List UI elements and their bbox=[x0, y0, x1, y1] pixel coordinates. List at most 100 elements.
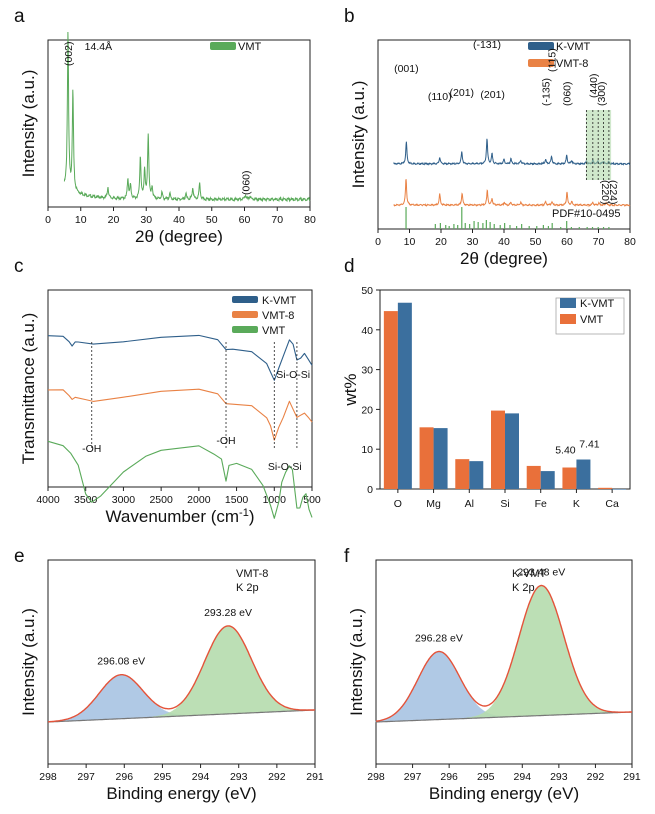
x-tick-label: 298 bbox=[367, 771, 385, 783]
band-annotation: -OH bbox=[216, 435, 235, 447]
fitted-peak-2 bbox=[152, 625, 304, 718]
x-tick-label: 1000 bbox=[263, 494, 287, 506]
peak-annotation: (110) bbox=[428, 91, 452, 103]
x-tick-label: 4000 bbox=[36, 494, 60, 506]
x-tick-label: 2000 bbox=[187, 494, 211, 506]
x-tick-label: Fe bbox=[535, 498, 547, 510]
y-tick-label: 0 bbox=[367, 484, 373, 496]
bar-data-label: 7.41 bbox=[579, 439, 600, 451]
peak-annotation: (002) bbox=[63, 41, 75, 66]
series-line-vmt bbox=[63, 31, 311, 203]
envelope-line bbox=[48, 625, 315, 723]
bar-k-vmt-k bbox=[576, 459, 591, 489]
legend-swatch-vmt bbox=[232, 326, 258, 333]
x-tick-label: 291 bbox=[306, 771, 324, 783]
bar-vmt-ca bbox=[598, 487, 613, 489]
x-tick-label: 296 bbox=[440, 771, 458, 783]
plot-frame-a bbox=[47, 39, 311, 208]
peak-annotation: (300) bbox=[596, 81, 608, 106]
panel-label-c: c bbox=[14, 256, 24, 277]
panel-label-a: a bbox=[14, 6, 25, 27]
x-tick-label: 295 bbox=[477, 771, 495, 783]
x-tick-label: K bbox=[573, 498, 580, 510]
legend-label-vmt-8: VMT-8 bbox=[262, 310, 294, 322]
x-tick-label: 3000 bbox=[112, 494, 136, 506]
legend-label-vmt: VMT bbox=[238, 41, 262, 53]
legend-swatch-vmt bbox=[560, 314, 576, 324]
x-tick-label: 80 bbox=[304, 214, 316, 226]
panel-label-f: f bbox=[344, 546, 350, 567]
legend-swatch-k-vmt bbox=[560, 298, 576, 308]
x-tick-label: 296 bbox=[116, 771, 134, 783]
peak-position-label: 293.48 eV bbox=[517, 567, 565, 579]
y-axis-title: Transmittance (a.u.) bbox=[19, 313, 38, 464]
bar-vmt-al bbox=[455, 459, 470, 489]
x-tick-label: 0 bbox=[45, 214, 51, 226]
x-tick-label: 0 bbox=[375, 236, 381, 248]
bar-k-vmt-o bbox=[397, 302, 412, 489]
peak-annotation: (201) bbox=[450, 87, 475, 99]
legend-swatch-vmt-8 bbox=[232, 311, 258, 318]
highlight-region bbox=[585, 110, 612, 180]
legend-label-vmt: VMT bbox=[580, 314, 604, 326]
x-axis-title: Binding energy (eV) bbox=[429, 784, 579, 803]
y-tick-label: 30 bbox=[361, 365, 373, 377]
x-axis-title-sup: -1 bbox=[239, 507, 249, 519]
x-tick-label: 20 bbox=[108, 214, 120, 226]
peak-annotation: (220) bbox=[599, 180, 611, 205]
envelope-line bbox=[375, 584, 632, 722]
legend-text: K-VMT bbox=[512, 568, 547, 580]
legend-label-k-vmt: K-VMT bbox=[262, 295, 297, 307]
legend-swatch-k-vmt bbox=[232, 296, 258, 303]
bar-vmt-si bbox=[491, 410, 505, 489]
peak-annotation: (060) bbox=[562, 81, 574, 106]
legend-text: K 2p bbox=[512, 582, 535, 594]
x-tick-label: 298 bbox=[39, 771, 57, 783]
x-tick-label: 50 bbox=[530, 236, 542, 248]
x-tick-label: Al bbox=[465, 498, 474, 510]
legend-label-vmt-8: VMT-8 bbox=[556, 58, 588, 70]
y-axis-title: Intensity (a.u.) bbox=[347, 608, 366, 716]
plot-frame-f bbox=[375, 559, 633, 765]
x-tick-label: Mg bbox=[426, 498, 441, 510]
x-tick-label: 294 bbox=[514, 771, 532, 783]
x-tick-label: 1500 bbox=[225, 494, 249, 506]
series-line-vmt-8 bbox=[393, 179, 631, 208]
legend-swatch-vmt bbox=[210, 42, 236, 50]
x-tick-label: 295 bbox=[154, 771, 172, 783]
fitted-peak-2 bbox=[466, 585, 617, 719]
peak-annotation: (115) bbox=[547, 48, 559, 72]
peak-annotation: (440) bbox=[588, 73, 600, 98]
x-tick-label: 60 bbox=[561, 236, 573, 248]
background-line bbox=[48, 709, 315, 723]
background-line bbox=[376, 711, 632, 723]
legend-text: K 2p bbox=[236, 582, 259, 594]
y-axis-title: Intensity (a.u.) bbox=[19, 608, 38, 716]
band-annotation: Si-O-Si bbox=[268, 461, 302, 473]
peak-annotation: (-131) bbox=[473, 39, 501, 51]
legend-label-k-vmt: K-VMT bbox=[556, 41, 591, 53]
plot-frame-c bbox=[47, 289, 313, 488]
legend-label-vmt: VMT bbox=[262, 325, 286, 337]
y-axis-title: Intensity (a.u.) bbox=[19, 70, 38, 178]
x-tick-label: 292 bbox=[268, 771, 286, 783]
y-axis-title: Intensity (a.u.) bbox=[349, 81, 368, 189]
peak-annotation: (201) bbox=[480, 89, 505, 101]
bar-k-vmt-fe bbox=[540, 471, 555, 489]
x-tick-label: 60 bbox=[239, 214, 251, 226]
x-tick-label: 3500 bbox=[74, 494, 98, 506]
x-tick-label: 30 bbox=[467, 236, 479, 248]
peak-annotation: (-135) bbox=[541, 78, 553, 106]
x-axis-title: Binding energy (eV) bbox=[106, 784, 256, 803]
panel-label-d: d bbox=[344, 256, 355, 277]
bar-vmt-mg bbox=[419, 427, 434, 489]
x-tick-label: 40 bbox=[173, 214, 185, 226]
x-tick-label: 292 bbox=[587, 771, 605, 783]
x-tick-label: 294 bbox=[192, 771, 210, 783]
d-spacing-annotation: 14.4Å bbox=[85, 40, 112, 53]
x-tick-label: 2500 bbox=[149, 494, 173, 506]
plot-frame-e bbox=[47, 559, 316, 765]
peak-annotation: (001) bbox=[394, 63, 419, 75]
peak-annotation: (060) bbox=[240, 170, 252, 195]
